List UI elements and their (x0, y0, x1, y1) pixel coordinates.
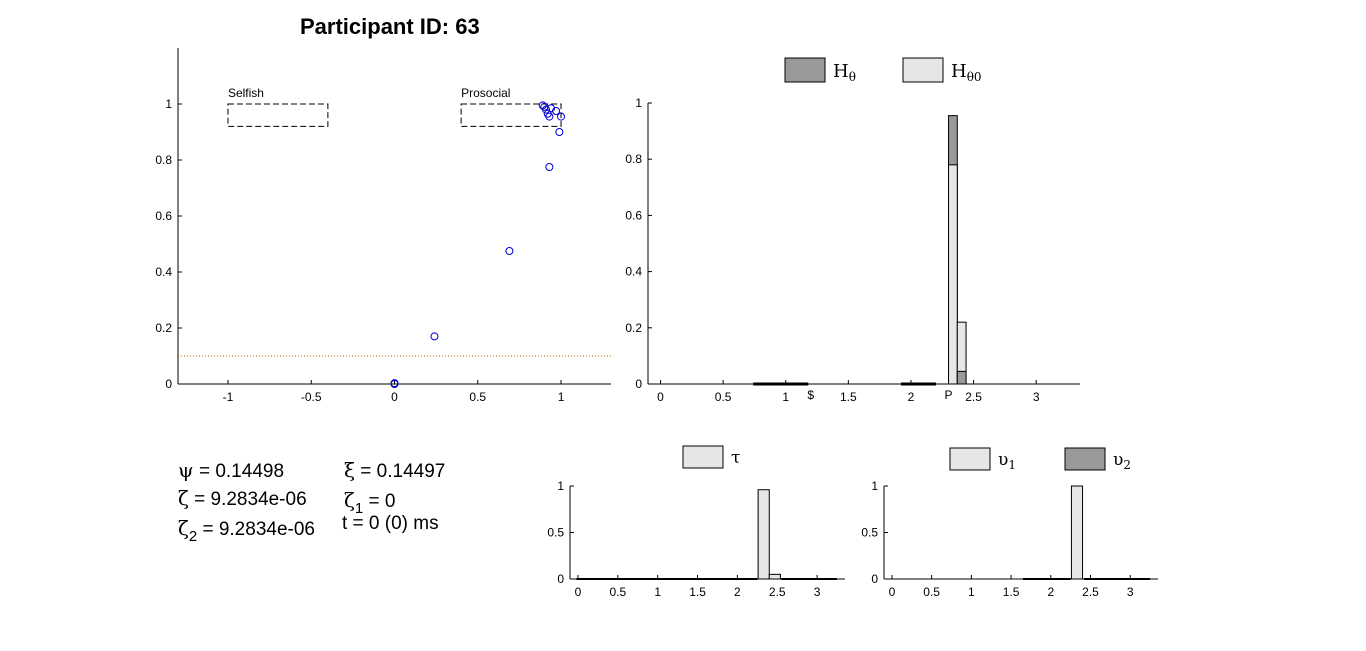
tau-hist-x-tick-label: 2.5 (769, 585, 786, 599)
scatter-x-tick-label: -1 (223, 390, 234, 404)
scatter-region-label: Prosocial (461, 86, 510, 100)
figure-title: Participant ID: 63 (300, 14, 480, 39)
theta-hist-legend-label: Hθ (833, 61, 856, 84)
theta-hist-y-tick-label: 0.4 (625, 265, 642, 279)
theta-hist-y-tick-label: 0.6 (625, 208, 642, 222)
zeta2-subscript: 2 (188, 528, 198, 545)
scatter-x-tick-label: 0 (391, 390, 398, 404)
theta-hist-bar (956, 370, 967, 385)
tau-hist-x-tick-label: 0 (575, 585, 582, 599)
upsilon-hist-x-tick-label: 0 (889, 585, 896, 599)
theta-hist-axes: 0 0.5 1 1.5 2 2.5 3 0 0.2 0.4 0.6 0.8 1 (625, 96, 1080, 404)
scatter-y-tick-label: 0.8 (155, 153, 172, 167)
theta-hist-bar (948, 164, 958, 385)
tau-hist-bar (757, 489, 770, 580)
tau-hist-y-tick-label: 1 (557, 479, 564, 493)
upsilon-hist-x-tick-label: 0.5 (923, 585, 940, 599)
xi-symbol: ξ (344, 458, 356, 482)
zeta2-value: = 9.2834e-06 (197, 519, 315, 540)
zeta2-symbol: ζ (178, 516, 189, 540)
zeta1-subscript: 1 (354, 500, 364, 517)
zeta-symbol: ζ (178, 486, 189, 510)
scatter-point (505, 247, 514, 255)
scatter-point (545, 163, 554, 171)
upsilon-hist-y-tick-label: 1 (871, 479, 878, 493)
theta-hist-x-tick-label: 2 (908, 390, 915, 404)
upsilon-hist-y-tick-label: 0 (871, 572, 878, 586)
tau-hist-bar (768, 573, 781, 580)
theta-hist-legend-swatch (902, 57, 944, 83)
psi-stat: ψ = 0.14498 (178, 458, 284, 483)
zeta1-symbol: ζ (344, 488, 355, 512)
tau-hist-x-tick-label: 3 (814, 585, 821, 599)
upsilon-hist-x-tick-label: 2 (1047, 585, 1054, 599)
zeta1-value: = 0 (363, 491, 396, 512)
scatter-y-tick-label: 1 (165, 97, 172, 111)
scatter-point (430, 332, 439, 341)
scatter-point (390, 379, 399, 388)
tau-hist-y-tick-label: 0.5 (547, 526, 564, 540)
scatter-y-tick-label: 0.6 (155, 209, 172, 223)
scatter-y-tick-label: 0 (165, 377, 172, 391)
theta-hist-y-tick-label: 1 (635, 96, 642, 110)
tau-hist-legend-label: τ (731, 448, 740, 468)
theta-hist-y-tick-label: 0.8 (625, 152, 642, 166)
upsilon-hist-legend-label: υ2 (1113, 450, 1131, 472)
tau-hist-x-tick-label: 1.5 (689, 585, 706, 599)
psi-symbol: ψ (178, 458, 194, 482)
upsilon-hist-x-tick-label: 1 (968, 585, 975, 599)
tau-hist-x-tick-label: 2 (734, 585, 741, 599)
theta-hist-marker-label: P (944, 388, 952, 402)
tau-hist-axes: 0 0.5 1 1.5 2 2.5 3 0 0.5 1 (547, 479, 845, 599)
psi-value: = 0.14498 (193, 461, 285, 482)
zeta1-stat: ζ1 = 0 (344, 488, 395, 517)
xi-value: = 0.14497 (355, 461, 446, 482)
upsilon-hist-y-tick-label: 0.5 (861, 526, 878, 540)
tau-hist-x-tick-label: 1 (654, 585, 661, 599)
scatter-x-tick-label: 1 (558, 390, 565, 404)
tau-hist-legend-swatch (682, 445, 724, 469)
theta-hist-x-tick-label: 0 (657, 390, 664, 404)
theta-hist-legend-swatch (784, 57, 826, 83)
zeta-value: = 9.2834e-06 (188, 489, 307, 510)
scatter-point (538, 101, 547, 110)
upsilon-hist-legend-swatch (949, 447, 991, 471)
tau-hist-x-tick-label: 0.5 (609, 585, 626, 599)
theta-hist-legend-label: Hθ0 (951, 61, 982, 84)
upsilon-hist-legend-swatch (1064, 447, 1106, 471)
scatter-x-tick-label: 0.5 (469, 390, 486, 404)
zeta-stat: ζ = 9.2834e-06 (178, 486, 307, 511)
scatter-region-label: Selfish (228, 86, 264, 100)
time-stat: t = 0 (0) ms (342, 513, 439, 534)
zeta2-stat: ζ2 = 9.2834e-06 (178, 516, 315, 545)
scatter-point (540, 102, 549, 111)
theta-hist-marker-label: $ (807, 388, 814, 402)
theta-hist-y-tick-label: 0 (635, 377, 642, 391)
scatter-region-box (460, 103, 562, 127)
tau-hist-y-tick-label: 0 (557, 572, 564, 586)
theta-hist-y-tick-label: 0.2 (625, 321, 642, 335)
scatter-point (555, 128, 564, 136)
scatter-x-tick-label: -0.5 (301, 390, 322, 404)
scatter-y-tick-label: 0.4 (155, 265, 172, 279)
theta-hist-x-tick-label: 1.5 (840, 390, 857, 404)
upsilon-hist-x-tick-label: 1.5 (1003, 585, 1020, 599)
upsilon-hist-bar (1070, 485, 1084, 580)
upsilon-hist-axes: 0 0.5 1 1.5 2 2.5 3 0 0.5 1 (861, 479, 1158, 599)
scatter-point (557, 112, 566, 121)
theta-hist-x-tick-label: 3 (1033, 390, 1040, 404)
xi-stat: ξ = 0.14497 (344, 458, 445, 483)
upsilon-hist-legend-label: υ1 (998, 450, 1016, 472)
theta-hist-x-tick-label: 1 (782, 390, 789, 404)
theta-hist-x-tick-label: 0.5 (715, 390, 732, 404)
scatter-region-box (227, 103, 329, 127)
scatter-axes: -1 -0.5 0 0.5 1 0 0.2 0.4 0.6 0.8 1 (155, 48, 611, 404)
upsilon-hist-x-tick-label: 3 (1127, 585, 1134, 599)
scatter-y-tick-label: 0.2 (155, 321, 172, 335)
upsilon-hist-x-tick-label: 2.5 (1082, 585, 1099, 599)
theta-hist-x-tick-label: 2.5 (965, 390, 982, 404)
